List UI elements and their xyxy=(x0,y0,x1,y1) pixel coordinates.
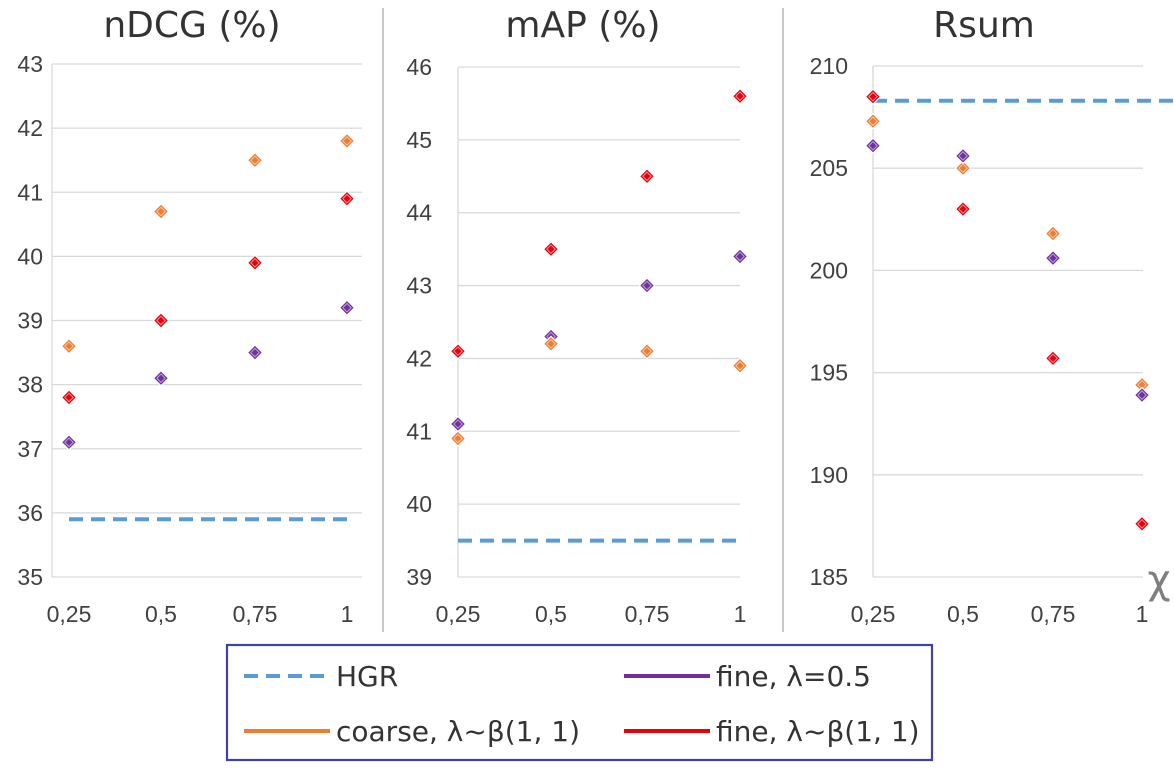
point-fineb-inner xyxy=(64,392,74,403)
y-tick-label: 43 xyxy=(17,51,43,77)
y-tick-label: 45 xyxy=(406,127,432,153)
point-coarse-inner xyxy=(958,163,968,174)
point-fine05-inner xyxy=(156,373,166,384)
point-fineb-inner xyxy=(250,257,260,268)
y-tick-label: 42 xyxy=(406,345,432,371)
x-tick-label: 0,25 xyxy=(436,601,481,627)
legend-label: HGR xyxy=(336,660,398,693)
panel-ndcg: nDCG (%) 35 36 37 38 39 40 41 42 43 0,25 0,5 0,75 1 xyxy=(17,5,362,627)
data-points xyxy=(864,88,1151,533)
y-tick-label: 36 xyxy=(17,500,43,526)
point-coarse-inner xyxy=(642,346,652,357)
point-fineb-inner xyxy=(156,315,166,326)
y-tick-label: 38 xyxy=(17,372,43,398)
y-tick-label: 39 xyxy=(406,564,432,590)
x-tick-label: 0,75 xyxy=(233,601,278,627)
point-fine05-inner xyxy=(1048,253,1058,264)
legend-box xyxy=(225,643,934,762)
panel-rsum: Rsum 185 190 195 200 205 210 0,25 0,5 0,75 1 xyxy=(810,5,1173,627)
legend-item-coarse-beta: coarse, λ~β(1, 1) xyxy=(244,715,580,748)
x-axis-ticks: 0,25 0,5 0,75 1 xyxy=(436,601,747,627)
y-axis-ticks: 35 36 37 38 39 40 41 42 43 xyxy=(17,51,43,590)
point-fineb-inner xyxy=(642,171,652,182)
point-fineb-inner xyxy=(1137,518,1147,529)
point-coarse-inner xyxy=(868,116,878,127)
point-fineb-inner xyxy=(958,204,968,214)
point-fine05-inner xyxy=(1137,390,1147,400)
point-fineb-inner xyxy=(868,91,878,102)
gridlines xyxy=(457,66,740,578)
y-tick-label: 44 xyxy=(406,200,432,226)
y-tick-label: 205 xyxy=(810,155,848,181)
point-fine05-inner xyxy=(642,280,652,291)
y-tick-label: 40 xyxy=(406,491,432,517)
point-coarse-inner xyxy=(250,155,260,166)
point-coarse-inner xyxy=(156,206,166,217)
legend-item-hgr: HGR xyxy=(244,660,398,693)
x-tick-label: 1 xyxy=(734,601,747,627)
x-tick-label: 0,5 xyxy=(535,601,567,627)
point-coarse-inner xyxy=(453,433,463,444)
x-tick-label: 1 xyxy=(341,601,354,627)
gridlines xyxy=(872,65,1143,578)
x-tick-label: 0,25 xyxy=(851,601,896,627)
x-tick-label: 1 xyxy=(1136,601,1149,627)
point-coarse-inner xyxy=(342,136,352,146)
y-tick-label: 190 xyxy=(810,462,848,488)
y-tick-label: 41 xyxy=(406,418,432,444)
point-fineb-inner xyxy=(453,346,463,357)
point-fineb-inner xyxy=(735,91,745,102)
y-tick-label: 42 xyxy=(17,115,43,141)
panel-title: nDCG (%) xyxy=(103,5,280,46)
point-fine05-inner xyxy=(342,302,352,313)
point-fineb-inner xyxy=(546,244,556,255)
y-tick-label: 41 xyxy=(17,179,43,205)
panel-map: mAP (%) 39 40 41 42 43 44 45 46 0,25 0,5 0,75 1 xyxy=(406,5,749,627)
chi-symbol: χ xyxy=(1147,557,1170,603)
y-tick-label: 195 xyxy=(810,360,848,386)
x-tick-label: 0,25 xyxy=(47,601,92,627)
y-axis-ticks: 185 190 195 200 205 210 xyxy=(810,53,848,590)
y-tick-label: 37 xyxy=(17,436,43,462)
x-tick-label: 0,75 xyxy=(625,601,670,627)
point-coarse-inner xyxy=(1048,228,1058,239)
point-fine05-inner xyxy=(735,251,745,262)
data-points xyxy=(449,87,749,447)
y-tick-label: 39 xyxy=(17,308,43,334)
x-axis-ticks: 0,25 0,5 0,75 1 xyxy=(851,601,1149,627)
legend-item-fine-lambda-05: fine, λ=0.5 xyxy=(624,660,871,693)
point-fine05-inner xyxy=(453,419,463,429)
x-axis-ticks: 0,25 0,5 0,75 1 xyxy=(47,601,354,627)
point-coarse-inner xyxy=(546,338,556,349)
panel-title: mAP (%) xyxy=(505,5,660,46)
legend-label: coarse, λ~β(1, 1) xyxy=(336,715,580,748)
y-tick-label: 210 xyxy=(810,53,848,79)
point-fineb-inner xyxy=(342,193,352,204)
point-fine05-inner xyxy=(250,347,260,358)
point-fineb-inner xyxy=(1048,353,1058,364)
x-tick-label: 0,5 xyxy=(145,601,177,627)
y-tick-label: 43 xyxy=(406,273,432,299)
x-tick-label: 0,75 xyxy=(1031,601,1076,627)
panel-title: Rsum xyxy=(933,5,1035,46)
legend-label: fine, λ~β(1, 1) xyxy=(716,715,920,748)
x-tick-label: 0,5 xyxy=(947,601,979,627)
legend-label: fine, λ=0.5 xyxy=(716,660,871,693)
point-coarse-inner xyxy=(64,341,74,352)
point-coarse-inner xyxy=(735,360,745,371)
y-tick-label: 35 xyxy=(17,564,43,590)
y-tick-label: 46 xyxy=(406,54,432,80)
gridlines xyxy=(51,63,362,578)
point-fine05-inner xyxy=(958,151,968,161)
y-tick-label: 185 xyxy=(810,564,848,590)
y-axis-ticks: 39 40 41 42 43 44 45 46 xyxy=(406,54,432,590)
data-points xyxy=(60,132,356,451)
y-tick-label: 40 xyxy=(17,243,43,269)
point-fine05-inner xyxy=(64,437,74,448)
y-tick-label: 200 xyxy=(810,257,848,283)
point-fine05-inner xyxy=(868,140,878,151)
legend: HGR fine, λ=0.5 coarse, λ~β(1, 1) fine, … xyxy=(225,643,934,762)
legend-item-fine-beta: fine, λ~β(1, 1) xyxy=(624,715,920,748)
